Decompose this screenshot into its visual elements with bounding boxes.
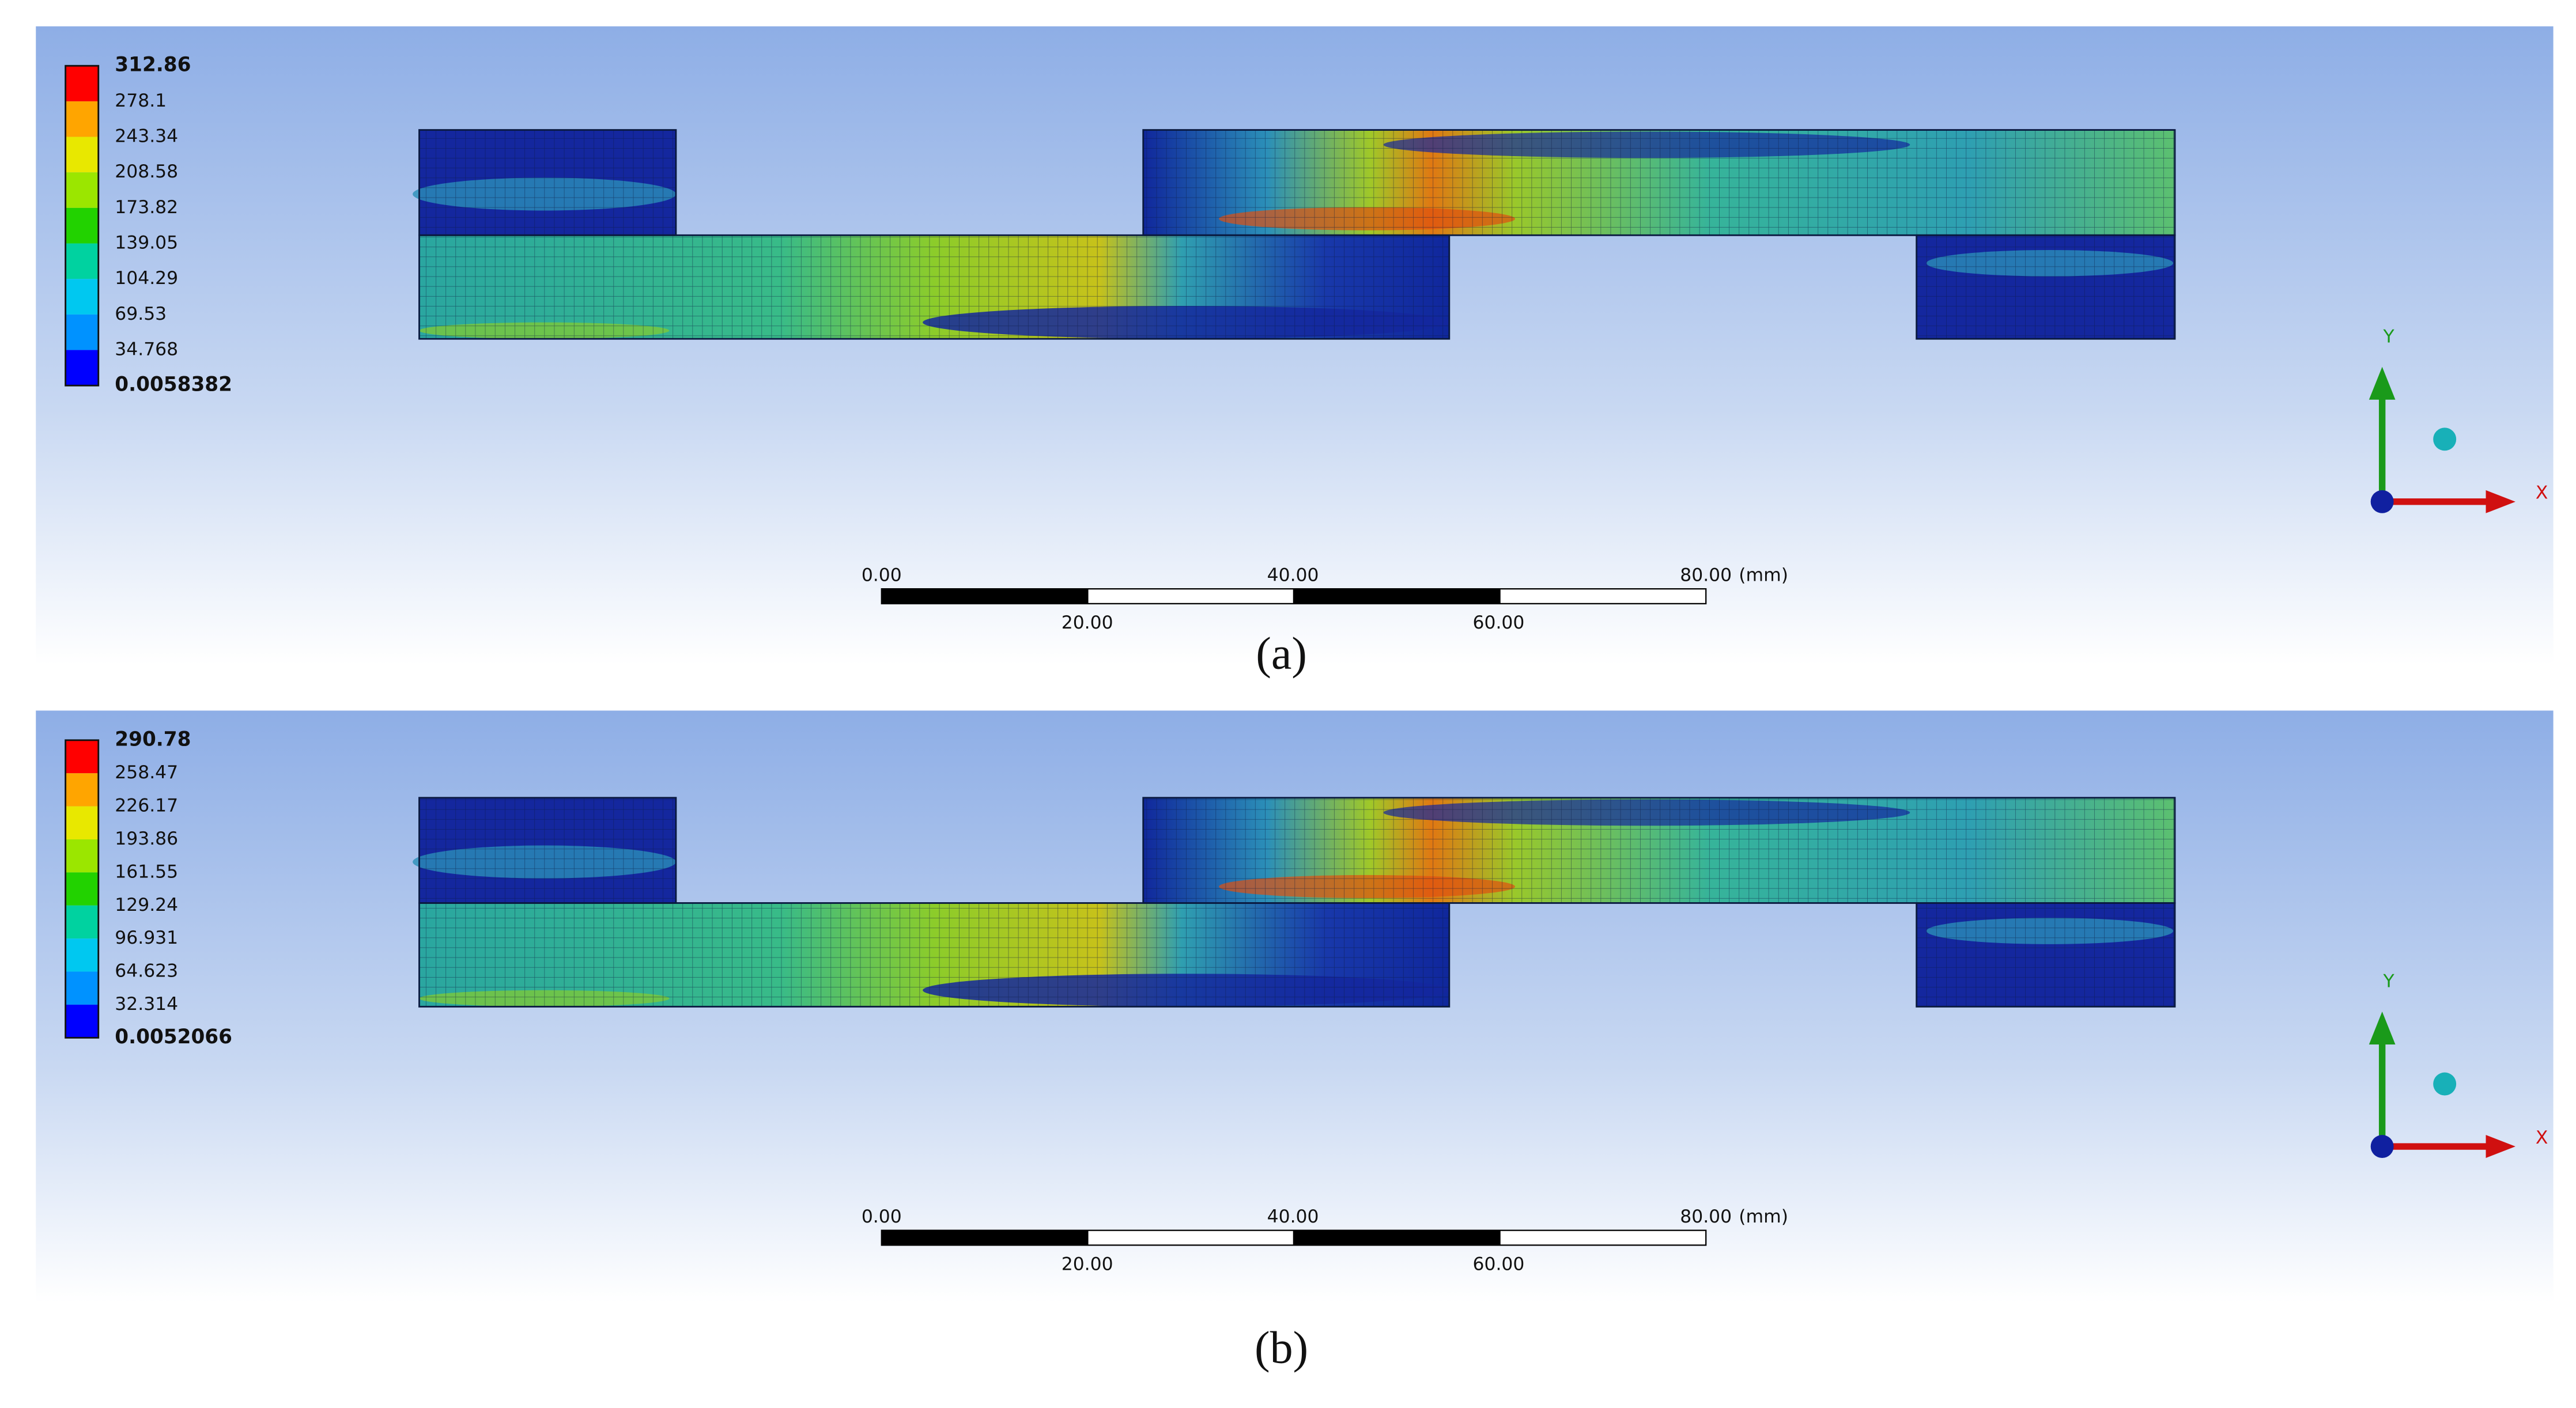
z-axis-ball xyxy=(2370,1135,2394,1159)
legend-swatch xyxy=(65,872,99,906)
legend-swatch xyxy=(65,279,99,315)
mesh xyxy=(418,797,677,904)
mesh xyxy=(418,902,1451,1008)
legend-label: 208.58 xyxy=(115,161,178,182)
legend-label: 64.623 xyxy=(115,961,178,982)
mesh xyxy=(418,129,677,236)
legend-label: 34.768 xyxy=(115,339,178,360)
legend-swatch xyxy=(65,243,99,279)
legend-swatch xyxy=(65,806,99,839)
scale-label: 20.00 xyxy=(1062,1254,1113,1275)
scale-label: 60.00 xyxy=(1473,612,1525,633)
model xyxy=(413,797,2176,1008)
legend-swatch xyxy=(65,740,99,774)
legend-swatch xyxy=(65,350,99,386)
scale-unit: (mm) xyxy=(1739,1206,1788,1227)
scale-label: 60.00 xyxy=(1473,1254,1525,1275)
legend-swatch xyxy=(65,314,99,350)
scale-unit: (mm) xyxy=(1739,565,1788,585)
scale-label: 40.00 xyxy=(1267,565,1319,585)
legend-label: 193.86 xyxy=(115,828,178,849)
scale-label: 0.00 xyxy=(862,1206,902,1227)
legend-label: 290.78 xyxy=(115,728,191,751)
x-arrow-head xyxy=(2486,1135,2515,1159)
scale-bar-segment xyxy=(881,588,1089,604)
legend-label: 173.82 xyxy=(115,197,178,218)
legend-label: 104.29 xyxy=(115,268,178,289)
x-axis-label: X xyxy=(2536,483,2548,504)
legend-label: 0.0052066 xyxy=(115,1025,232,1049)
legend-swatch xyxy=(65,172,99,208)
y-arrow-head xyxy=(2369,366,2396,400)
mesh xyxy=(1916,902,2176,1008)
legend-label: 139.05 xyxy=(115,233,178,253)
legend-label: 32.314 xyxy=(115,994,178,1015)
scale-bar-segment xyxy=(1499,1229,1707,1246)
mesh xyxy=(1142,797,2176,904)
legend-swatch xyxy=(65,938,99,972)
legend-swatch xyxy=(65,1004,99,1038)
x-arrow-head xyxy=(2486,490,2515,513)
scale-label: 80.00 xyxy=(1680,1206,1732,1227)
y-arrow-head xyxy=(2369,1011,2396,1045)
legend-label: 0.0058382 xyxy=(115,373,232,396)
legend-label: 258.47 xyxy=(115,762,178,783)
scale-label: 40.00 xyxy=(1267,1206,1319,1227)
view-ball xyxy=(2433,1072,2457,1096)
model xyxy=(413,129,2176,340)
scale-label: 0.00 xyxy=(862,565,902,585)
legend-frame xyxy=(65,65,100,387)
legend-swatch xyxy=(65,66,99,101)
panel: 312.86 278.1 243.34 208.58 173.82 139.05 104.2… xyxy=(36,26,2554,679)
scale-bar-segment xyxy=(1293,588,1501,604)
scale-bar-segment xyxy=(881,1229,1089,1246)
legend-label: 243.34 xyxy=(115,126,178,147)
legend-label: 312.86 xyxy=(115,54,191,77)
view-ball xyxy=(2433,427,2457,451)
legend-swatch xyxy=(65,773,99,807)
legend-swatch xyxy=(65,839,99,873)
panel: 290.78 258.47 226.17 193.86 161.55 129.24 96.9… xyxy=(36,710,2554,1373)
scale-bar-segment xyxy=(1499,588,1707,604)
legend-swatch xyxy=(65,207,99,244)
legend-swatch xyxy=(65,101,99,137)
legend-swatch xyxy=(65,971,99,1005)
legend-label: 129.24 xyxy=(115,895,178,915)
legend-label: 278.1 xyxy=(115,90,167,111)
legend-swatch xyxy=(65,137,99,173)
scale-bar-segment xyxy=(1087,1229,1295,1246)
y-axis-label: Y xyxy=(2382,326,2394,347)
caption: (a) xyxy=(1256,628,1307,679)
mesh xyxy=(418,234,1451,340)
scale-bar-segment xyxy=(1087,588,1295,604)
mesh xyxy=(1916,234,2176,340)
legend-label: 161.55 xyxy=(115,861,178,882)
scale-label: 20.00 xyxy=(1062,612,1113,633)
legend-swatch xyxy=(65,905,99,939)
scale-bar-segment xyxy=(1293,1229,1501,1246)
scale-label: 80.00 xyxy=(1680,565,1732,585)
caption: (b) xyxy=(1255,1322,1308,1373)
y-axis-label: Y xyxy=(2382,971,2394,992)
x-axis-label: X xyxy=(2536,1127,2548,1148)
mesh xyxy=(1142,129,2176,236)
legend-label: 69.53 xyxy=(115,304,167,324)
legend-label: 226.17 xyxy=(115,796,178,816)
legend-frame xyxy=(65,739,100,1039)
legend-label: 96.931 xyxy=(115,928,178,948)
z-axis-ball xyxy=(2370,490,2394,513)
